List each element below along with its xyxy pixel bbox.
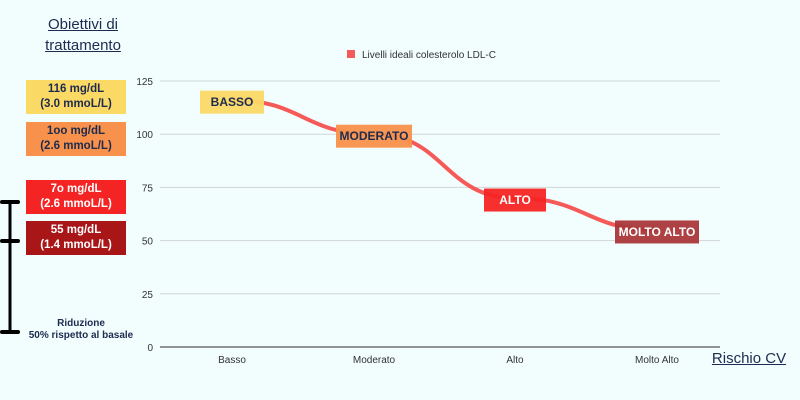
- y-tick-label: 100: [136, 130, 153, 141]
- y-tick-label: 50: [142, 237, 154, 248]
- point-label-box: [484, 188, 546, 212]
- x-tick-label: Alto: [506, 355, 524, 366]
- target-box-alto: 7o mg/dL (2.6 mmoL/L): [26, 180, 126, 214]
- target-moderato-mmol: (2.6 mmoL/L): [40, 140, 112, 152]
- point-label: MODERATO: [336, 124, 412, 148]
- point-label-text: MOLTO ALTO: [619, 225, 696, 239]
- target-molto-alto-mmol: (1.4 mmoL/L): [40, 239, 112, 251]
- y-tick-label: 125: [136, 77, 153, 88]
- title-line-1: Obiettivi di: [47, 16, 119, 33]
- x-tick-label: Moderato: [353, 355, 396, 366]
- point-label: BASSO: [200, 90, 264, 114]
- reduction-line-2: 50% rispetto al basale: [28, 330, 134, 341]
- target-alto-mgdl: 7o mg/dL: [50, 183, 102, 195]
- target-box-basso: 116 mg/dL (3.0 mmoL/L): [26, 80, 126, 114]
- series-line: [230, 98, 659, 232]
- point-label: MOLTO ALTO: [615, 220, 699, 244]
- legend-swatch: [347, 50, 355, 58]
- y-tick-label: 75: [142, 183, 154, 194]
- target-molto-alto-mgdl: 55 mg/dL: [50, 224, 102, 236]
- reduction-line-1: Riduzione: [57, 318, 105, 329]
- treatment-goals-title: Obiettivi di trattamento: [18, 14, 148, 56]
- target-moderato-mgdl: 1oo mg/dL: [46, 125, 106, 137]
- x-tick-label: Basso: [218, 355, 246, 366]
- y-tick-label: 25: [142, 290, 154, 301]
- reduction-note: Riduzione 50% rispetto al basale: [16, 318, 146, 342]
- point-label: ALTO: [484, 188, 546, 212]
- target-box-moderato: 1oo mg/dL (2.6 mmoL/L): [26, 122, 126, 156]
- title-line-2: trattamento: [45, 37, 121, 54]
- y-tick-label: 0: [147, 343, 153, 354]
- point-label-box: [615, 220, 699, 244]
- x-axis-title: Rischio CV: [711, 350, 787, 367]
- point-label-text: BASSO: [211, 95, 254, 109]
- x-tick-label: Molto Alto: [635, 355, 679, 366]
- point-label-text: MODERATO: [340, 129, 409, 143]
- point-label-box: [336, 124, 412, 148]
- target-box-molto-alto: 55 mg/dL (1.4 mmoL/L): [26, 221, 126, 255]
- target-alto-mmol: (2.6 mmoL/L): [40, 198, 112, 210]
- target-basso-mgdl: 116 mg/dL: [47, 83, 105, 95]
- legend-label: Livelli ideali colesterolo LDL-C: [362, 50, 496, 61]
- target-basso-mmol: (3.0 mmoL/L): [40, 98, 112, 110]
- reduction-bracket: [0, 200, 20, 334]
- point-label-box: [200, 90, 264, 114]
- point-label-text: ALTO: [499, 193, 531, 207]
